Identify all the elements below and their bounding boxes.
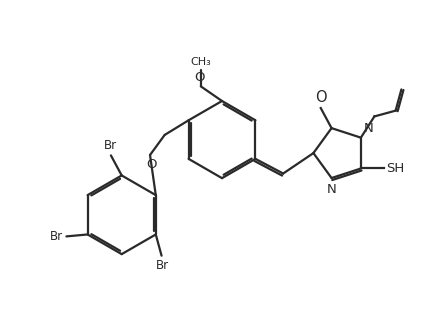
- Text: O: O: [146, 158, 156, 171]
- Text: O: O: [194, 71, 205, 84]
- Text: SH: SH: [386, 162, 404, 175]
- Text: CH₃: CH₃: [190, 57, 211, 67]
- Text: Br: Br: [49, 230, 63, 243]
- Text: N: N: [364, 122, 374, 135]
- Text: Br: Br: [156, 259, 169, 272]
- Text: O: O: [315, 90, 327, 105]
- Text: N: N: [327, 183, 337, 196]
- Text: Br: Br: [103, 139, 117, 152]
